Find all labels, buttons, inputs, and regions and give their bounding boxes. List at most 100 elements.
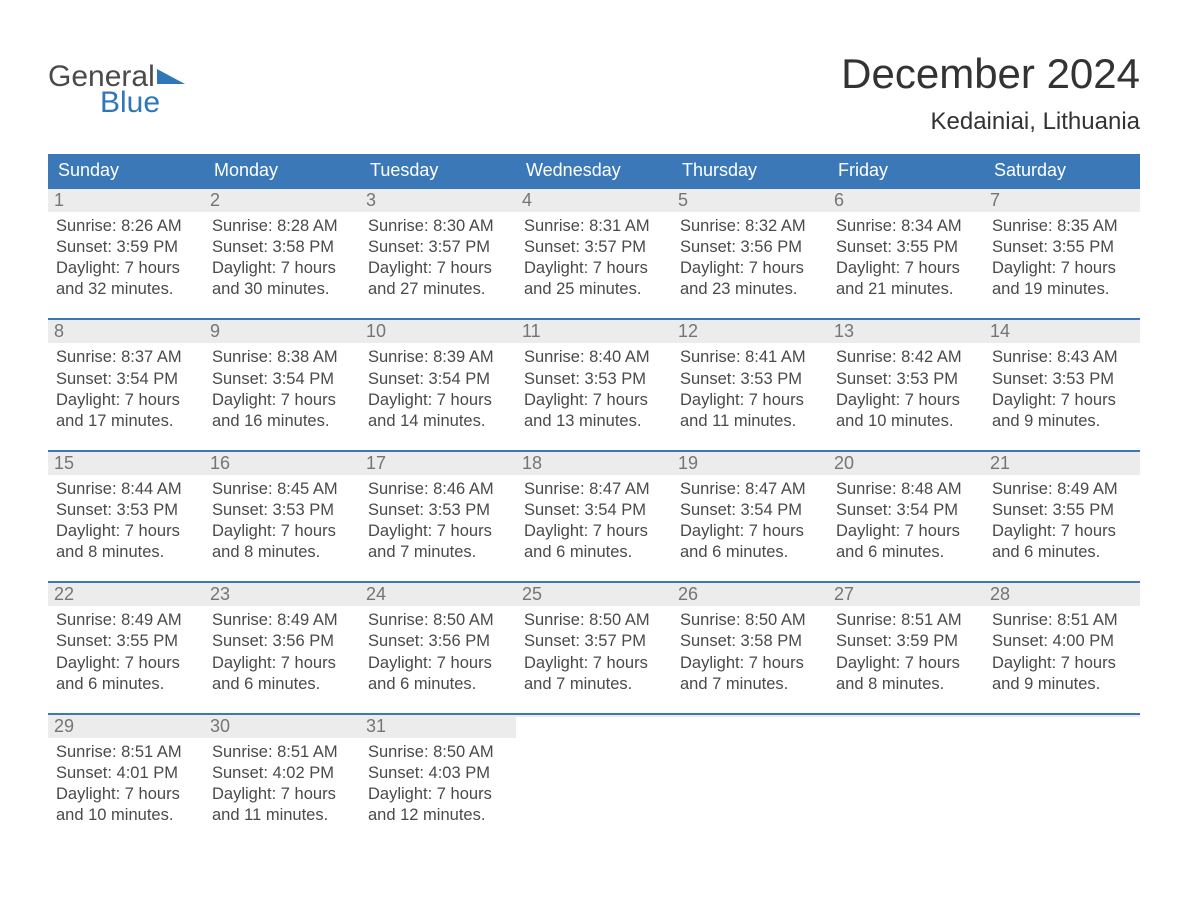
day-cell: 26Sunrise: 8:50 AMSunset: 3:58 PMDayligh… — [672, 583, 828, 712]
day-body: Sunrise: 8:26 AMSunset: 3:59 PMDaylight:… — [48, 212, 204, 318]
day-cell: 11Sunrise: 8:40 AMSunset: 3:53 PMDayligh… — [516, 320, 672, 449]
day-body: Sunrise: 8:43 AMSunset: 3:53 PMDaylight:… — [984, 343, 1140, 449]
day-sr: Sunrise: 8:44 AM — [56, 479, 196, 500]
day-d1: Daylight: 7 hours — [524, 258, 664, 279]
week-row: 1Sunrise: 8:26 AMSunset: 3:59 PMDaylight… — [48, 187, 1140, 318]
day-body: Sunrise: 8:48 AMSunset: 3:54 PMDaylight:… — [828, 475, 984, 581]
day-d1: Daylight: 7 hours — [524, 390, 664, 411]
day-sr: Sunrise: 8:50 AM — [368, 610, 508, 631]
day-sr: Sunrise: 8:40 AM — [524, 347, 664, 368]
day-d1: Daylight: 7 hours — [56, 653, 196, 674]
day-sr: Sunrise: 8:50 AM — [524, 610, 664, 631]
day-d1: Daylight: 7 hours — [56, 521, 196, 542]
day-cell: 19Sunrise: 8:47 AMSunset: 3:54 PMDayligh… — [672, 452, 828, 581]
day-d1: Daylight: 7 hours — [680, 258, 820, 279]
day-d2: and 6 minutes. — [836, 542, 976, 563]
day-sr: Sunrise: 8:49 AM — [212, 610, 352, 631]
day-body: Sunrise: 8:37 AMSunset: 3:54 PMDaylight:… — [48, 343, 204, 449]
day-number-bar: 29 — [48, 715, 204, 738]
day-cell: 17Sunrise: 8:46 AMSunset: 3:53 PMDayligh… — [360, 452, 516, 581]
day-number: 11 — [522, 321, 541, 341]
day-number-bar: 5 — [672, 189, 828, 212]
day-d1: Daylight: 7 hours — [680, 390, 820, 411]
day-d2: and 13 minutes. — [524, 411, 664, 432]
day-sr: Sunrise: 8:49 AM — [992, 479, 1132, 500]
day-number: 15 — [54, 453, 74, 473]
day-ss: Sunset: 3:54 PM — [836, 500, 976, 521]
logo: General Blue — [48, 50, 187, 120]
day-number: 19 — [678, 453, 698, 473]
day-number: 14 — [990, 321, 1010, 341]
day-ss: Sunset: 3:54 PM — [56, 369, 196, 390]
title-block: December 2024 Kedainiai, Lithuania — [841, 50, 1140, 136]
day-number-bar: 30 — [204, 715, 360, 738]
day-number-bar: 22 — [48, 583, 204, 606]
day-cell: 20Sunrise: 8:48 AMSunset: 3:54 PMDayligh… — [828, 452, 984, 581]
day-body: Sunrise: 8:50 AMSunset: 3:57 PMDaylight:… — [516, 606, 672, 712]
day-sr: Sunrise: 8:31 AM — [524, 216, 664, 237]
day-number-bar: 12 — [672, 320, 828, 343]
day-body: Sunrise: 8:51 AMSunset: 4:01 PMDaylight:… — [48, 738, 204, 844]
day-number-bar: 4 — [516, 189, 672, 212]
day-number: 23 — [210, 584, 230, 604]
day-cell: 24Sunrise: 8:50 AMSunset: 3:56 PMDayligh… — [360, 583, 516, 712]
day-number-bar: 31 — [360, 715, 516, 738]
day-sr: Sunrise: 8:51 AM — [992, 610, 1132, 631]
day-number: 6 — [834, 190, 844, 210]
day-d2: and 7 minutes. — [524, 674, 664, 695]
day-body: Sunrise: 8:31 AMSunset: 3:57 PMDaylight:… — [516, 212, 672, 318]
day-ss: Sunset: 3:56 PM — [680, 237, 820, 258]
day-number-bar: 24 — [360, 583, 516, 606]
day-number: 27 — [834, 584, 854, 604]
day-number-bar: 7 — [984, 189, 1140, 212]
day-sr: Sunrise: 8:51 AM — [836, 610, 976, 631]
day-empty — [672, 715, 828, 844]
day-body: Sunrise: 8:46 AMSunset: 3:53 PMDaylight:… — [360, 475, 516, 581]
day-number-bar: 26 — [672, 583, 828, 606]
day-ss: Sunset: 3:53 PM — [680, 369, 820, 390]
day-body: Sunrise: 8:49 AMSunset: 3:55 PMDaylight:… — [48, 606, 204, 712]
day-sr: Sunrise: 8:49 AM — [56, 610, 196, 631]
day-d2: and 6 minutes. — [992, 542, 1132, 563]
day-d1: Daylight: 7 hours — [992, 653, 1132, 674]
day-sr: Sunrise: 8:45 AM — [212, 479, 352, 500]
day-d1: Daylight: 7 hours — [368, 653, 508, 674]
day-number-bar: 15 — [48, 452, 204, 475]
day-number: 31 — [366, 716, 386, 736]
day-ss: Sunset: 3:53 PM — [368, 500, 508, 521]
day-d1: Daylight: 7 hours — [524, 653, 664, 674]
day-number-bar: 11 — [516, 320, 672, 343]
day-sr: Sunrise: 8:38 AM — [212, 347, 352, 368]
day-cell: 12Sunrise: 8:41 AMSunset: 3:53 PMDayligh… — [672, 320, 828, 449]
day-sr: Sunrise: 8:39 AM — [368, 347, 508, 368]
day-number: 3 — [366, 190, 376, 210]
day-number: 25 — [522, 584, 542, 604]
day-cell: 22Sunrise: 8:49 AMSunset: 3:55 PMDayligh… — [48, 583, 204, 712]
day-cell: 18Sunrise: 8:47 AMSunset: 3:54 PMDayligh… — [516, 452, 672, 581]
day-number: 21 — [990, 453, 1010, 473]
day-ss: Sunset: 3:55 PM — [992, 500, 1132, 521]
day-ss: Sunset: 3:56 PM — [212, 631, 352, 652]
day-ss: Sunset: 3:57 PM — [524, 237, 664, 258]
day-cell: 6Sunrise: 8:34 AMSunset: 3:55 PMDaylight… — [828, 189, 984, 318]
day-sr: Sunrise: 8:35 AM — [992, 216, 1132, 237]
day-number: 8 — [54, 321, 64, 341]
day-number-bar: 23 — [204, 583, 360, 606]
day-d2: and 19 minutes. — [992, 279, 1132, 300]
header: General Blue December 2024 Kedainiai, Li… — [48, 50, 1140, 136]
day-sr: Sunrise: 8:46 AM — [368, 479, 508, 500]
day-d2: and 6 minutes. — [680, 542, 820, 563]
day-number-bar — [984, 715, 1140, 717]
week-row: 8Sunrise: 8:37 AMSunset: 3:54 PMDaylight… — [48, 318, 1140, 449]
day-d2: and 8 minutes. — [56, 542, 196, 563]
day-cell: 29Sunrise: 8:51 AMSunset: 4:01 PMDayligh… — [48, 715, 204, 844]
day-body: Sunrise: 8:38 AMSunset: 3:54 PMDaylight:… — [204, 343, 360, 449]
day-d2: and 7 minutes. — [680, 674, 820, 695]
day-body: Sunrise: 8:45 AMSunset: 3:53 PMDaylight:… — [204, 475, 360, 581]
dow-wednesday: Wednesday — [516, 154, 672, 187]
dow-monday: Monday — [204, 154, 360, 187]
day-cell: 4Sunrise: 8:31 AMSunset: 3:57 PMDaylight… — [516, 189, 672, 318]
day-body: Sunrise: 8:49 AMSunset: 3:55 PMDaylight:… — [984, 475, 1140, 581]
day-d1: Daylight: 7 hours — [368, 390, 508, 411]
day-number: 20 — [834, 453, 854, 473]
